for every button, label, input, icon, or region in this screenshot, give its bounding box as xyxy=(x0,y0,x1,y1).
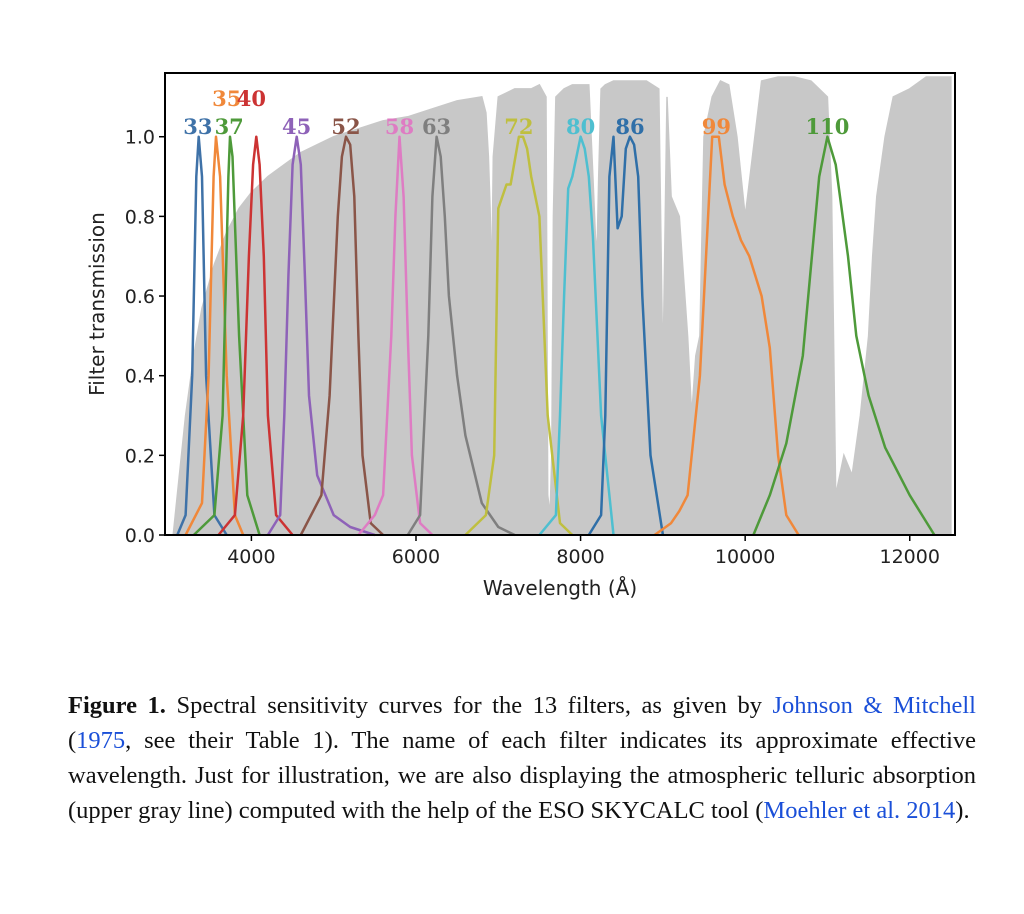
filter-label-52: 52 xyxy=(331,114,360,139)
filter-label-37: 37 xyxy=(215,114,244,139)
citation-link[interactable]: Johnson & Mitchell xyxy=(772,692,977,719)
filter-label-80: 80 xyxy=(566,114,595,139)
atmosphere-layer xyxy=(172,76,952,536)
y-tick-label: 1.0 xyxy=(125,127,155,149)
filter-curve-40 xyxy=(217,135,294,536)
y-axis-label: Filter transmission xyxy=(85,212,109,396)
filter-label-72: 72 xyxy=(504,114,533,139)
x-tick-label: 6000 xyxy=(392,546,440,568)
filter-label-99: 99 xyxy=(702,114,731,139)
axes-layer: 4000 6000 8000 10000 12000 0.0 0.2 0.4 0.6 0.8 1.0 xyxy=(125,127,940,568)
filter-label-86: 86 xyxy=(615,114,644,139)
filter-label-58: 58 xyxy=(385,114,414,139)
atmosphere-curve xyxy=(172,76,952,536)
filter-curve-35 xyxy=(184,135,245,536)
filter-label-63: 63 xyxy=(422,114,451,139)
chart-svg: 4000 6000 8000 10000 12000 0.0 0.2 0.4 0.6 0.8 1.0… xyxy=(85,72,956,600)
filter-curve-86 xyxy=(587,135,665,536)
x-tick-label: 8000 xyxy=(556,546,604,568)
filter-label-40: 40 xyxy=(237,86,266,111)
filter-curve-33 xyxy=(176,135,228,536)
x-axis-label: Wavelength (Å) xyxy=(483,576,637,600)
y-tick-label: 0.0 xyxy=(125,525,155,547)
filter-curve-110 xyxy=(752,135,936,536)
x-tick-label: 12000 xyxy=(880,546,940,568)
x-tick-label: 4000 xyxy=(227,546,275,568)
figure-caption: Figure 1. Spectral sensitivity curves fo… xyxy=(68,688,976,828)
citation-link[interactable]: 1975 xyxy=(76,727,126,754)
filter-label-110: 110 xyxy=(806,114,850,139)
citation-link[interactable]: Moehler et al. 2014 xyxy=(763,797,956,824)
plot-frame xyxy=(164,72,956,536)
filter-curve-52 xyxy=(299,135,384,536)
y-tick-label: 0.2 xyxy=(125,445,155,467)
figure-number: Figure 1. xyxy=(68,692,166,719)
caption-text: ). xyxy=(955,797,970,824)
filter-label-35: 35 xyxy=(212,86,241,111)
filter-curve-37 xyxy=(192,135,261,536)
y-tick-label: 0.6 xyxy=(125,286,155,308)
filter-curve-72 xyxy=(464,135,574,536)
chart-figure: 4000 6000 8000 10000 12000 0.0 0.2 0.4 0.6 0.8 1.0… xyxy=(85,72,956,600)
filter-curve-63 xyxy=(406,135,516,537)
filter-label-33: 33 xyxy=(183,114,212,139)
filter-curve-80 xyxy=(538,135,615,536)
y-tick-label: 0.8 xyxy=(125,206,155,228)
y-tick-label: 0.4 xyxy=(125,366,155,388)
filter-label-45: 45 xyxy=(282,114,311,139)
caption-text: ( xyxy=(68,727,77,754)
filter-curve-45 xyxy=(266,135,376,537)
caption-text: Spectral sensitivity curves for the 13 f… xyxy=(165,692,773,719)
caption-text: , see their Table 1). The name of each f… xyxy=(68,727,976,824)
series-layer xyxy=(176,135,936,537)
filter-curve-99 xyxy=(653,135,800,537)
x-tick-label: 10000 xyxy=(715,546,775,568)
filter-curve-58 xyxy=(357,135,434,536)
